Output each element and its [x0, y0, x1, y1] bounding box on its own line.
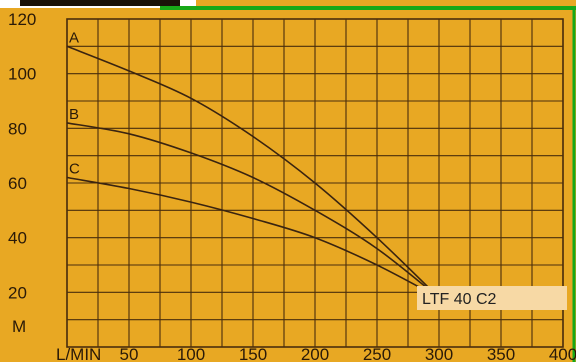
model-label: LTF 40 C2 [417, 286, 567, 310]
y-axis-label: M [12, 317, 26, 336]
x-tick-label: 300 [425, 345, 453, 362]
curve-a [66, 45, 440, 299]
x-axis-label: L/MIN [56, 345, 101, 362]
x-tick-label: 350 [487, 345, 515, 362]
y-tick-label: 100 [8, 65, 36, 84]
x-tick-label: 100 [177, 345, 205, 362]
labels: 20 40 60 80 100 120 M L/MIN 50 100 150 200 250 300 350… [8, 10, 576, 362]
title-fragment-ink [20, 0, 180, 6]
x-tick-label: 150 [239, 345, 267, 362]
curve-label-c: C [69, 161, 80, 178]
y-tick-label: 80 [8, 119, 27, 138]
curve-label-b: B [69, 106, 79, 123]
y-tick-label: 60 [8, 174, 27, 193]
y-tick-label: 120 [8, 10, 36, 29]
x-tick-label: 200 [301, 345, 329, 362]
x-tick-label: 50 [120, 345, 139, 362]
y-tick-label: 40 [8, 229, 27, 248]
curves [66, 45, 440, 299]
curve-label-a: A [69, 29, 79, 46]
plot-border [66, 18, 564, 348]
model-label-box [417, 286, 567, 310]
x-tick-label: 250 [363, 345, 391, 362]
y-tick-label: 20 [8, 283, 27, 302]
model-label-text: LTF 40 C2 [422, 291, 497, 308]
curve-b [66, 122, 440, 299]
x-tick-label: 400 [549, 345, 576, 362]
curve-c [66, 176, 440, 299]
